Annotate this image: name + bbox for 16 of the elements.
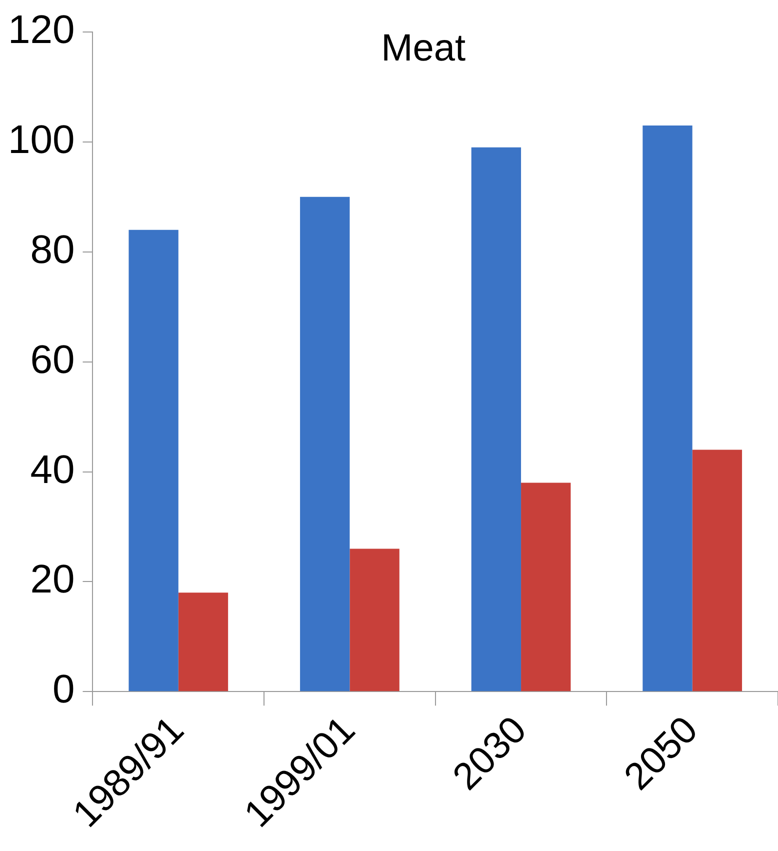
bar	[521, 482, 571, 692]
bar	[642, 125, 692, 692]
y-tick-label: 100	[8, 118, 75, 162]
bar	[350, 548, 400, 692]
bar	[178, 592, 228, 692]
y-tick-label: 20	[30, 558, 75, 602]
bar	[471, 147, 522, 692]
bar	[300, 196, 350, 692]
bar	[692, 450, 742, 692]
y-tick-label: 40	[30, 448, 75, 492]
y-tick-label: 120	[8, 8, 75, 52]
chart-title: Meat	[381, 27, 466, 70]
y-tick-label: 80	[30, 228, 75, 272]
bar	[128, 230, 178, 692]
y-tick-label: 60	[30, 338, 75, 382]
y-tick-label: 0	[52, 668, 75, 712]
